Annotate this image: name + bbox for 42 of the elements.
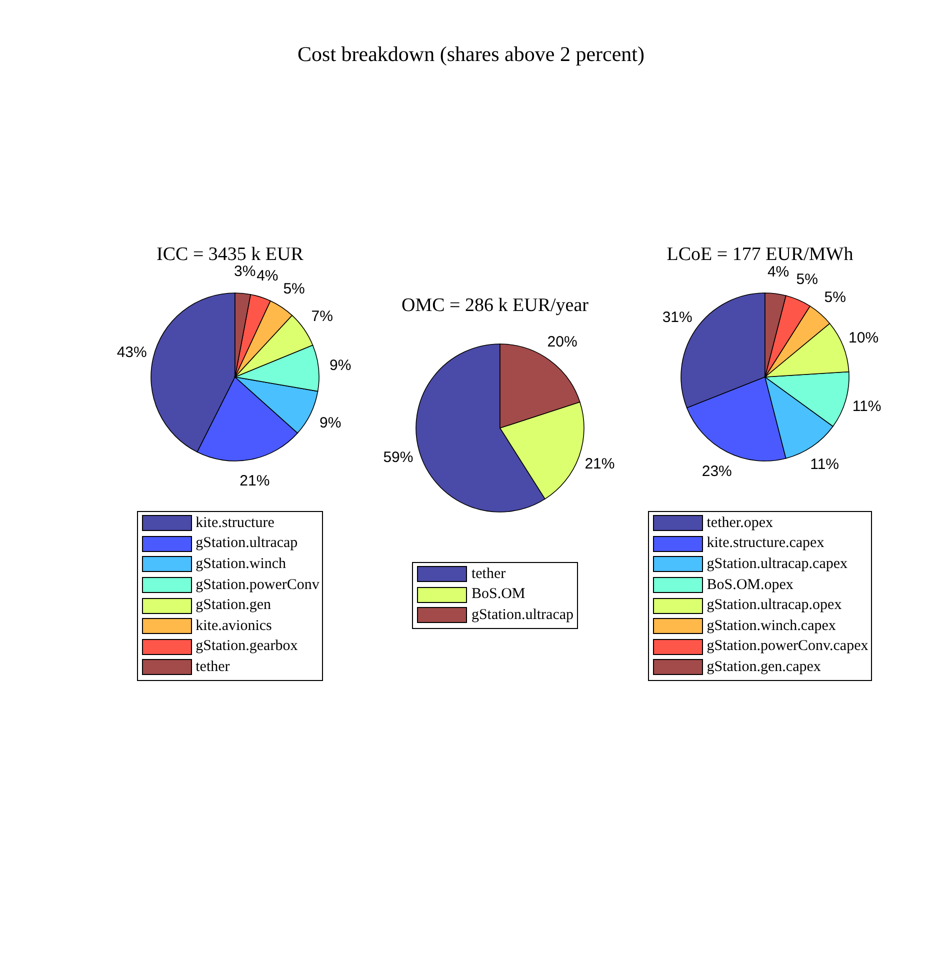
legend-label: gStation.gen bbox=[196, 597, 272, 614]
legend-label: gStation.powerConv.capex bbox=[706, 638, 868, 656]
data-label: 11% bbox=[810, 456, 840, 474]
legend-label: tether.opex bbox=[706, 514, 773, 532]
data-label: 5% bbox=[283, 280, 305, 298]
data-label: 4% bbox=[256, 268, 278, 285]
legend-label: BoS.OM bbox=[471, 586, 526, 604]
legend-label: kite.structure.capex bbox=[706, 535, 824, 552]
legend-label: gStation.ultracap.opex bbox=[706, 597, 842, 614]
legend-label: gStation.ultracap.capex bbox=[706, 556, 848, 573]
legend-label: gStation.ultracap bbox=[196, 535, 298, 552]
legend-label: gStation.winch bbox=[196, 556, 286, 573]
data-label: 3% bbox=[234, 262, 256, 280]
text: Cost breakdown (shares above 2 percent) bbox=[296, 42, 646, 67]
legend-label: tether bbox=[471, 566, 506, 583]
legend-label: gStation.winch.capex bbox=[706, 618, 836, 635]
legend-label: kite.avionics bbox=[196, 618, 272, 635]
chart-title: LCoE = 177 EUR/MWh bbox=[666, 243, 854, 266]
data-label: 9% bbox=[320, 414, 342, 432]
legend-label: gStation.gearbox bbox=[196, 638, 298, 656]
legend-label: tether bbox=[196, 658, 230, 676]
data-label: 23% bbox=[702, 462, 732, 480]
data-label: 21% bbox=[240, 472, 270, 490]
legend-label: gStation.powerConv bbox=[196, 576, 320, 594]
data-label: 10% bbox=[848, 329, 879, 346]
chart-title: ICC = 3435 k EUR bbox=[156, 244, 304, 265]
data-label: 5% bbox=[796, 271, 818, 288]
data-label: 20% bbox=[547, 334, 578, 351]
data-label: 9% bbox=[330, 356, 352, 374]
data-label: 31% bbox=[662, 308, 692, 326]
data-label: 59% bbox=[383, 449, 414, 466]
legend-label: kite.structure bbox=[196, 514, 274, 532]
data-label: 43% bbox=[116, 344, 147, 361]
legend-label: gStation.ultracap bbox=[471, 606, 574, 624]
data-label: 4% bbox=[767, 263, 790, 280]
data-label: 5% bbox=[824, 288, 846, 306]
legend-label: BoS.OM.opex bbox=[706, 576, 794, 594]
chart-title: OMC = 286 k EUR/year bbox=[400, 294, 590, 318]
legend-label: gStation.gen.capex bbox=[706, 658, 821, 676]
data-label: 7% bbox=[311, 308, 333, 326]
data-label: 21% bbox=[584, 455, 615, 472]
data-label: 11% bbox=[852, 398, 882, 416]
